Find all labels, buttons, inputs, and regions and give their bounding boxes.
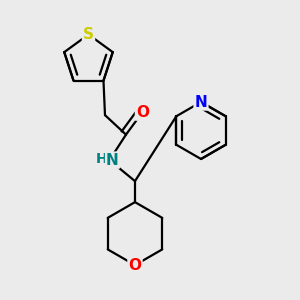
- Text: O: O: [136, 105, 149, 120]
- Text: S: S: [83, 27, 94, 42]
- Text: O: O: [128, 258, 142, 273]
- Text: H: H: [95, 152, 107, 166]
- Text: N: N: [106, 153, 119, 168]
- Text: N: N: [195, 94, 207, 110]
